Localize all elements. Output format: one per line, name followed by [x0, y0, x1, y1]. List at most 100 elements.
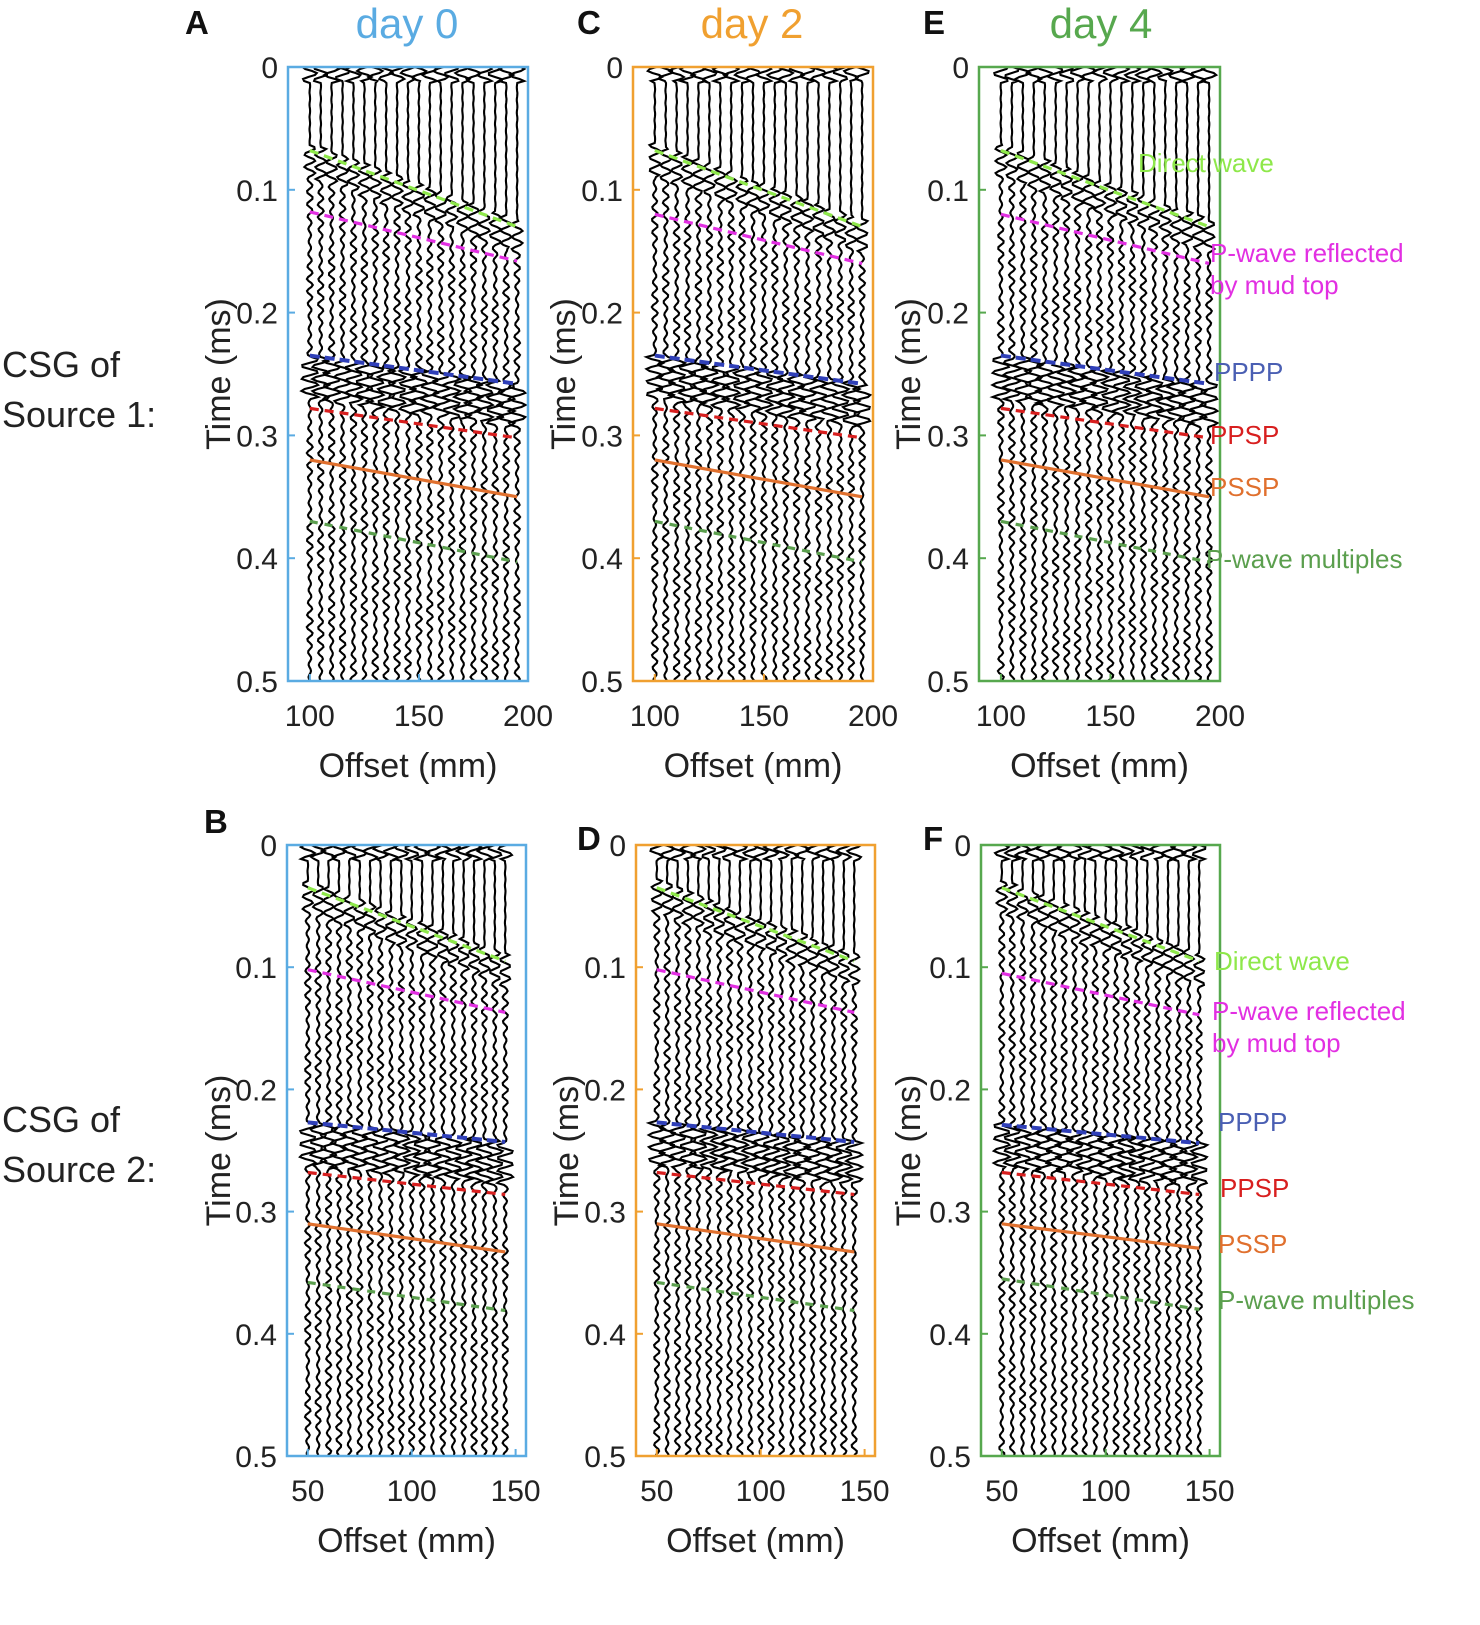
y-tick-label: 0.5 — [929, 1441, 971, 1474]
y-tick-label: 0.2 — [235, 1074, 277, 1107]
y-axis-label: Time (ms) — [200, 1075, 238, 1227]
seismic-trace — [698, 67, 720, 681]
event-line-mudtop — [1000, 212, 1210, 266]
y-tick-label: 0.2 — [929, 1074, 971, 1107]
event-line-pppp — [309, 353, 518, 386]
x-tick-label: 200 — [503, 700, 553, 733]
x-axis-label: Offset (mm) — [317, 1522, 496, 1560]
seismic-trace — [443, 845, 463, 1456]
annotation-mud-top-line2: by mud top — [1210, 270, 1339, 300]
y-tick-label: 0.3 — [584, 1197, 626, 1230]
seismic-trace — [668, 845, 688, 1456]
seismic-trace — [1064, 845, 1085, 1456]
seismic-trace — [742, 67, 764, 681]
y-tick-label: 0.1 — [929, 952, 971, 985]
x-tick-label: 150 — [840, 1475, 890, 1508]
row-label-source-1: CSG of Source 1: — [2, 344, 157, 435]
x-tick-label: 100 — [736, 1475, 786, 1508]
seismic-trace — [1165, 67, 1188, 681]
seismic-trace — [678, 845, 698, 1456]
panel-letter-f: F — [923, 820, 943, 857]
seismic-trace — [740, 845, 761, 1456]
x-tick-label: 200 — [1195, 700, 1245, 733]
axes-frame — [634, 843, 877, 1458]
annotation-mud-top-line1: P-wave reflected — [1210, 238, 1404, 268]
seismic-trace — [411, 845, 433, 1456]
seismic-trace — [781, 845, 803, 1456]
event-line-mudtop — [1001, 971, 1200, 1017]
seismic-trace — [375, 67, 397, 681]
seismic-trace — [687, 67, 710, 681]
annotation-direct-wave: Direct wave — [1138, 148, 1274, 178]
annotations-source-2: Direct wave P-wave reflected by mud top … — [1212, 946, 1415, 1315]
seismic-trace — [321, 67, 342, 681]
annotation-ppsp: PPSP — [1210, 420, 1279, 450]
seismic-trace — [1198, 67, 1220, 681]
event-line-pppp — [654, 353, 863, 386]
axes-frame — [631, 65, 875, 683]
seismic-trace — [708, 845, 730, 1456]
x-tick-label: 150 — [1185, 1475, 1235, 1508]
seismic-trace — [1074, 845, 1096, 1456]
seismic-trace — [506, 67, 528, 681]
seismic-trace — [319, 845, 339, 1456]
seismic-trace — [833, 845, 855, 1456]
panel-letter-d: D — [577, 820, 601, 857]
seismic-trace — [400, 845, 422, 1456]
x-tick-label: 50 — [291, 1475, 324, 1508]
seismic-trace — [823, 845, 844, 1456]
x-axis-label: Offset (mm) — [664, 747, 843, 785]
panel-letter-e: E — [923, 4, 945, 41]
y-axis-label: Time (ms) — [200, 298, 238, 450]
event-line-multiples — [1001, 1277, 1200, 1311]
x-tick-label: 150 — [739, 700, 789, 733]
seismic-trace — [1088, 67, 1111, 681]
seismic-trace — [1012, 845, 1032, 1456]
y-tick-label: 0.2 — [236, 298, 278, 331]
event-line-pppp — [1000, 353, 1210, 386]
seismic-trace — [463, 845, 485, 1456]
seismic-trace — [774, 67, 797, 681]
annotation-pssp: PSSP — [1218, 1229, 1287, 1259]
event-line-direct — [307, 886, 506, 963]
y-axis-label: Time (ms) — [548, 1075, 586, 1227]
y-tick-label: 0 — [260, 830, 277, 863]
y-tick-label: 0.5 — [235, 1441, 277, 1474]
x-tick-label: 150 — [394, 700, 444, 733]
seismic-trace — [760, 845, 782, 1456]
seismic-trace — [1157, 845, 1179, 1456]
event-line-mudtop — [656, 968, 855, 1014]
seismic-trace — [1066, 67, 1089, 681]
event-line-direct — [654, 149, 863, 229]
title-day-0: day 0 — [356, 0, 459, 47]
event-line-pppp — [656, 1120, 855, 1144]
x-axis-label: Offset (mm) — [666, 1522, 845, 1560]
y-axis-label: Time (ms) — [545, 298, 583, 450]
seismic-trace — [1002, 845, 1022, 1456]
annotation-pppp: PPPP — [1214, 357, 1283, 387]
y-tick-label: 0.3 — [236, 420, 278, 453]
seismic-trace — [461, 67, 485, 681]
seismic-trace — [643, 67, 666, 681]
event-line-ppsp — [656, 1170, 855, 1197]
y-tick-label: 0.1 — [584, 952, 626, 985]
seismic-trace — [666, 67, 688, 681]
event-line-pssp — [309, 458, 518, 499]
x-tick-label: 50 — [640, 1475, 673, 1508]
event-line-pssp — [1000, 458, 1210, 499]
event-line-pppp — [1001, 1122, 1200, 1146]
x-tick-label: 150 — [491, 1475, 541, 1508]
seismic-trace — [764, 67, 786, 681]
y-tick-label: 0.3 — [929, 1197, 971, 1230]
seismic-trace — [390, 845, 412, 1456]
y-tick-label: 0 — [954, 830, 971, 863]
event-line-direct — [1001, 886, 1200, 963]
seismic-trace — [397, 67, 419, 681]
seismic-trace — [342, 67, 365, 681]
x-tick-label: 100 — [630, 700, 680, 733]
seismic-trace — [1012, 67, 1034, 681]
seismic-trace — [364, 67, 387, 681]
seismic-trace — [771, 845, 793, 1456]
